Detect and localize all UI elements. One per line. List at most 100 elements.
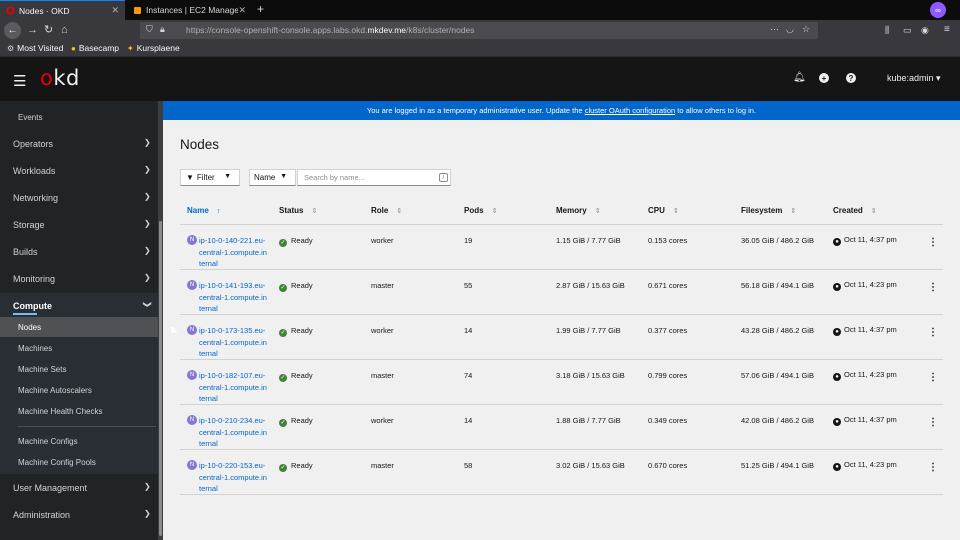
sidebar-item-machine-configs[interactable]: Machine Configs [18, 436, 78, 446]
close-tab-icon[interactable]: ✕ [111, 5, 119, 15]
chevron-right-icon: ❯ [144, 482, 151, 491]
node-name-link[interactable]: ip-10-0-141-193.eu-central-1.compute.int… [199, 281, 267, 313]
sidebar-item-machine-sets[interactable]: Machine Sets [18, 364, 67, 374]
url-text[interactable]: https://console-openshift-console.apps.l… [186, 25, 475, 35]
menu-icon[interactable]: ≡ [944, 24, 950, 35]
column-header-cpu[interactable]: CPU ⇕ [648, 206, 679, 215]
browser-tab-ec2[interactable]: Instances | EC2 Managem ✕ [127, 0, 252, 20]
pods-cell: 14 [464, 326, 473, 335]
sidebar-section-administration[interactable]: Administration ❯ [0, 502, 158, 528]
sidebar-section-monitoring[interactable]: Monitoring ❯ [0, 266, 158, 292]
memory-cell: 1.88 GiB / 7.77 GiB [556, 416, 621, 425]
chevron-right-icon: ❯ [144, 219, 151, 228]
bookmark-star-icon[interactable]: ☆ [802, 24, 811, 34]
sidebar-section-label: Operators [13, 139, 54, 149]
kebab-menu-icon[interactable]: ⋮ [928, 372, 938, 383]
column-header-memory[interactable]: Memory ⇕ [556, 206, 601, 215]
node-name-link[interactable]: ip-10-0-182-107.eu-central-1.compute.int… [199, 371, 267, 403]
filesystem-cell: 42.08 GiB / 486.2 GiB [741, 416, 814, 425]
filesystem-cell: 57.06 GiB / 494.1 GiB [741, 371, 814, 380]
back-icon[interactable]: ← [4, 22, 21, 39]
url-bar[interactable]: ⛉ 🔒︎ https://console-openshift-console.a… [140, 22, 818, 39]
home-icon[interactable]: ⌂ [61, 24, 68, 36]
filesystem-cell: 51.25 GiB / 494.1 GiB [741, 461, 814, 470]
sidebar-section-builds[interactable]: Builds ❯ [0, 239, 158, 265]
table-header-divider [180, 224, 943, 225]
column-header-pods[interactable]: Pods ⇕ [464, 206, 498, 215]
sidebar-section-operators[interactable]: Operators ❯ [0, 131, 158, 157]
name-select[interactable]: Name ▼ [249, 169, 296, 186]
filter-label: Filter [196, 173, 215, 182]
globe-icon: ● [833, 328, 841, 336]
more-icon[interactable]: ··· [770, 24, 779, 34]
role-cell: master [371, 281, 394, 290]
sidebar-item-machines[interactable]: Machines [18, 343, 53, 353]
browser-tab-nodes[interactable]: Nodes · OKD ✕ [0, 0, 125, 20]
column-header-role[interactable]: Role ⇕ [371, 206, 403, 215]
column-header-filesystem[interactable]: Filesystem ⇕ [741, 206, 797, 215]
library-icon[interactable]: ⫼ [885, 25, 890, 35]
node-name-link[interactable]: ip-10-0-220-153.eu-central-1.compute.int… [199, 461, 267, 493]
kebab-menu-icon[interactable]: ⋮ [928, 462, 938, 473]
sort-icon: ⇕ [396, 208, 403, 215]
lock-icon[interactable]: 🔒︎ [160, 24, 165, 34]
filter-dropdown[interactable]: ▼ Filter ▼ [180, 169, 240, 186]
bookmark-basecamp[interactable]: ● Basecamp [71, 43, 120, 53]
memory-cell: 3.18 GiB / 15.63 GiB [556, 371, 625, 380]
column-header-name[interactable]: Name ↑ [187, 206, 221, 215]
status-cell: ✓ Ready [279, 281, 313, 292]
bookmark-kursplaene[interactable]: ✦ Kursplaene [127, 43, 180, 53]
check-circle-icon: ✓ [279, 328, 287, 337]
sidebar-icon[interactable]: ▭ [903, 25, 912, 35]
sidebar-section-storage[interactable]: Storage ❯ [0, 212, 158, 238]
kebab-menu-icon[interactable]: ⋮ [928, 282, 938, 293]
sidebar-section-compute[interactable]: Compute ❯ [0, 293, 158, 319]
search-input[interactable] [297, 169, 451, 186]
pocket-icon[interactable]: ◡ [786, 24, 794, 34]
help-icon[interactable]: ? [846, 73, 856, 83]
new-tab-icon[interactable]: + [257, 2, 265, 16]
notifications-bell-icon[interactable]: 🔔︎ [793, 72, 806, 83]
reload-icon[interactable]: ↻ [44, 24, 54, 36]
sort-icon: ⇕ [790, 208, 797, 215]
sidebar-section-networking[interactable]: Networking ❯ [0, 185, 158, 211]
kebab-menu-icon[interactable]: ⋮ [928, 417, 938, 428]
sidebar-item-machine-health-checks[interactable]: Machine Health Checks [18, 406, 103, 416]
caret-down-icon: ▼ [280, 173, 287, 180]
column-header-status[interactable]: Status ⇕ [279, 206, 318, 215]
sidebar-section-user-management[interactable]: User Management ❯ [0, 475, 158, 501]
chevron-right-icon: ❯ [144, 192, 151, 201]
column-header-created[interactable]: Created ⇕ [833, 206, 877, 215]
sidebar-item-machine-config-pools[interactable]: Machine Config Pools [18, 457, 96, 467]
okd-logo[interactable]: okd [40, 66, 80, 90]
node-name-link[interactable]: ip-10-0-173-135.eu-central-1.compute.int… [199, 326, 267, 358]
node-name-link[interactable]: ip-10-0-140-221.eu-central-1.compute.int… [199, 236, 267, 268]
sidebar-item-machine-autoscalers[interactable]: Machine Autoscalers [18, 385, 92, 395]
chevron-right-icon: ❯ [144, 246, 151, 255]
bookmark-most-visited[interactable]: ⚙ Most Visited [7, 43, 64, 53]
sidebar-section-workloads[interactable]: Workloads ❯ [0, 158, 158, 184]
globe-icon: ● [833, 373, 841, 381]
cpu-cell: 0.671 cores [648, 281, 688, 290]
sidebar-item-events[interactable]: Events [18, 112, 43, 122]
sort-icon: ⇕ [491, 208, 498, 215]
sidebar-scrollbar-thumb[interactable] [159, 221, 162, 536]
sidebar-item-nodes[interactable]: Nodes [0, 317, 158, 337]
user-menu[interactable]: kube:admin ▾ [887, 73, 941, 83]
chevron-right-icon: ❯ [144, 138, 151, 147]
kebab-menu-icon[interactable]: ⋮ [928, 327, 938, 338]
shield-icon[interactable]: ⛉ [146, 24, 153, 34]
hamburger-menu-icon[interactable]: ☰ [13, 73, 27, 90]
check-circle-icon: ✓ [279, 373, 287, 382]
node-name-link[interactable]: ip-10-0-210-234.eu-central-1.compute.int… [199, 416, 267, 448]
add-plus-icon[interactable]: + [819, 73, 829, 83]
kebab-menu-icon[interactable]: ⋮ [928, 237, 938, 248]
account-icon[interactable]: ◉ [921, 25, 929, 35]
cluster-oauth-link[interactable]: cluster OAuth configuration [584, 106, 676, 115]
private-browsing-icon[interactable]: ∞ [930, 2, 946, 18]
gear-icon: ⚙ [7, 43, 15, 53]
close-tab-icon[interactable]: ✕ [238, 4, 246, 15]
forward-icon[interactable]: → [27, 24, 38, 36]
bookmarks-bar: ⚙ Most Visited ● Basecamp ✦ Kursplaene [0, 41, 960, 57]
